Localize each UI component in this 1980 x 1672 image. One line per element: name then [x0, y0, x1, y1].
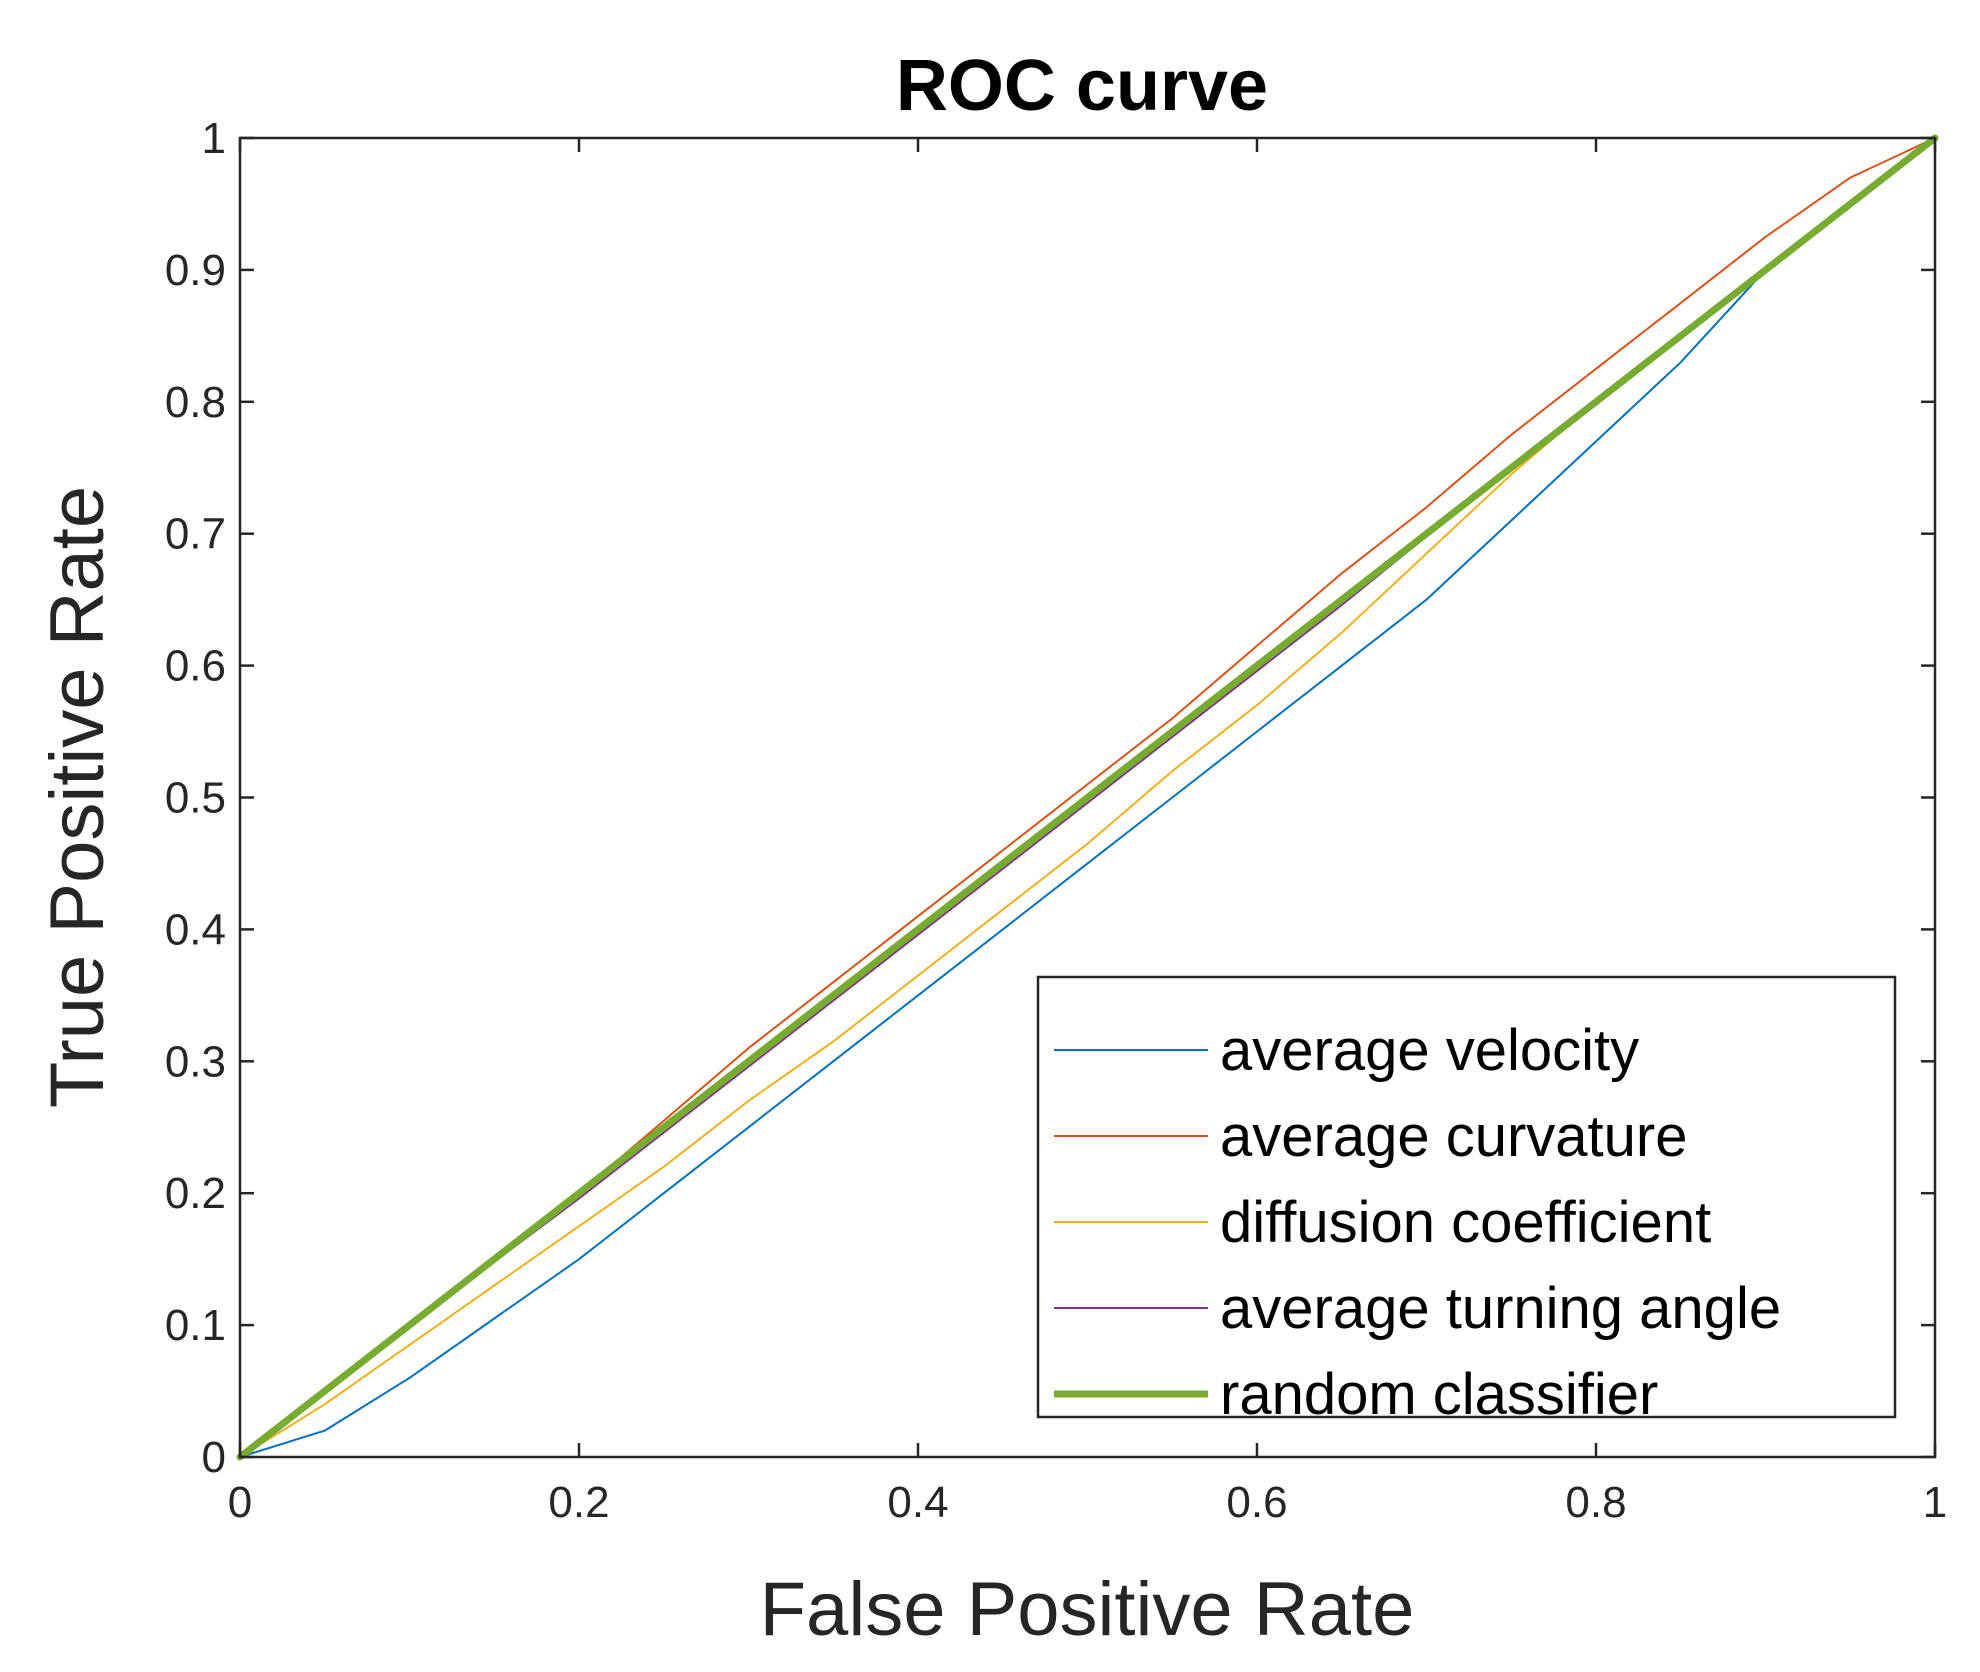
x-axis-label: False Positive Rate — [760, 1567, 1415, 1652]
x-tick-label: 0.6 — [1226, 1478, 1287, 1527]
x-axis-ticks: 0 0.2 0.4 0.6 0.8 1 — [228, 138, 1947, 1527]
chart-title: ROC curve — [896, 46, 1268, 126]
legend: average velocity average curvature diffusi… — [1036, 975, 1897, 1427]
y-tick-label: 0.9 — [165, 246, 226, 295]
legend-label: average velocity — [1220, 1018, 1639, 1083]
series-line-average-velocity — [239, 137, 1936, 1458]
series-line-random-classifier — [236, 134, 1939, 1461]
y-axis-ticks: 0 0.1 0.2 0.3 0.4 0.5 0.6 0.7 0.8 0.9 1 — [165, 114, 1935, 1482]
legend-entries: average velocity average curvature diffusi… — [1054, 1018, 1781, 1427]
y-tick-label: 0.8 — [165, 378, 226, 427]
x-tick-label: 0.2 — [548, 1478, 609, 1527]
x-tick-label: 0.8 — [1565, 1478, 1626, 1527]
legend-label: diffusion coefficient — [1220, 1190, 1711, 1255]
legend-label: average turning angle — [1220, 1276, 1781, 1341]
x-tick-label: 0 — [228, 1478, 252, 1527]
y-tick-label: 0.2 — [165, 1169, 226, 1218]
x-tick-label: 0.4 — [887, 1478, 948, 1527]
y-tick-label: 0.3 — [165, 1037, 226, 1086]
y-tick-label: 0.6 — [165, 642, 226, 691]
y-tick-label: 1 — [202, 114, 226, 163]
y-tick-label: 0.7 — [165, 510, 226, 559]
y-tick-label: 0.5 — [165, 774, 226, 823]
y-tick-label: 0.1 — [165, 1301, 226, 1350]
y-tick-label: 0.4 — [165, 905, 226, 954]
y-axis-label: True Positive Rate — [35, 486, 120, 1108]
legend-label: average curvature — [1220, 1104, 1687, 1169]
x-tick-label: 1 — [1923, 1478, 1947, 1527]
legend-label: random classifier — [1220, 1362, 1658, 1427]
series-layer — [236, 134, 1939, 1461]
y-tick-label: 0 — [202, 1433, 226, 1482]
